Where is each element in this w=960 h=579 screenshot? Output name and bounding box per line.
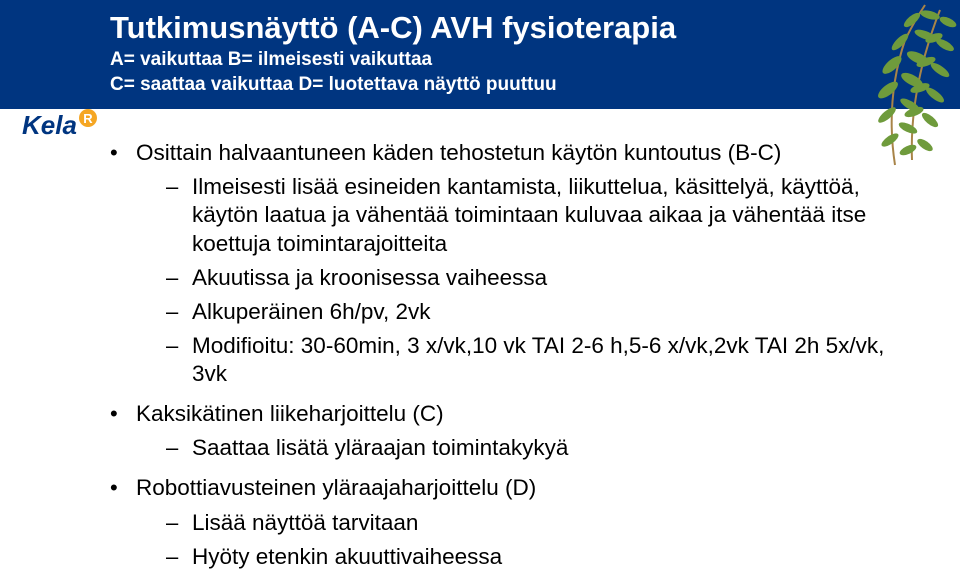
sub-list: Saattaa lisätä yläraajan toimintakykyä (136, 434, 900, 462)
sub-list-item: Saattaa lisätä yläraajan toimintakykyä (166, 434, 900, 462)
sub-list-item: Lisää näyttöä tarvitaan (166, 509, 900, 537)
sub-list-item: Alkuperäinen 6h/pv, 2vk (166, 298, 900, 326)
list-item: Osittain halvaantuneen käden tehostetun … (110, 139, 900, 388)
bullet-list: Osittain halvaantuneen käden tehostetun … (110, 139, 900, 571)
sub-list: Lisää näyttöä tarvitaan Hyöty etenkin ak… (136, 509, 900, 571)
slide-title: Tutkimusnäyttö (A-C) AVH fysioterapia (110, 10, 960, 46)
list-item: Kaksikätinen liikeharjoittelu (C) Saatta… (110, 400, 900, 462)
sub-list-item: Hyöty etenkin akuuttivaiheessa (166, 543, 900, 571)
list-item: Robottiavusteinen yläraajaharjoittelu (D… (110, 474, 900, 570)
kela-logo: Kela R (22, 108, 102, 149)
slide-subtitle-1: A= vaikuttaa B= ilmeisesti vaikuttaa (110, 48, 960, 72)
svg-text:Kela: Kela (22, 110, 77, 140)
sub-list: Ilmeisesti lisää esineiden kantamista, l… (136, 173, 900, 388)
sub-list-item: Modifioitu: 30-60min, 3 x/vk,10 vk TAI 2… (166, 332, 900, 388)
slide-header: Tutkimusnäyttö (A-C) AVH fysioterapia A=… (0, 0, 960, 109)
sub-list-item: Akuutissa ja kroonisessa vaiheessa (166, 264, 900, 292)
list-item-text: Osittain halvaantuneen käden tehostetun … (136, 140, 781, 165)
list-item-text: Kaksikätinen liikeharjoittelu (C) (136, 401, 444, 426)
slide-subtitle-2: C= saattaa vaikuttaa D= luotettava näytt… (110, 73, 960, 97)
sub-list-item: Ilmeisesti lisää esineiden kantamista, l… (166, 173, 900, 257)
svg-text:R: R (83, 111, 93, 126)
slide-content: Osittain halvaantuneen käden tehostetun … (0, 109, 960, 571)
list-item-text: Robottiavusteinen yläraajaharjoittelu (D… (136, 475, 536, 500)
